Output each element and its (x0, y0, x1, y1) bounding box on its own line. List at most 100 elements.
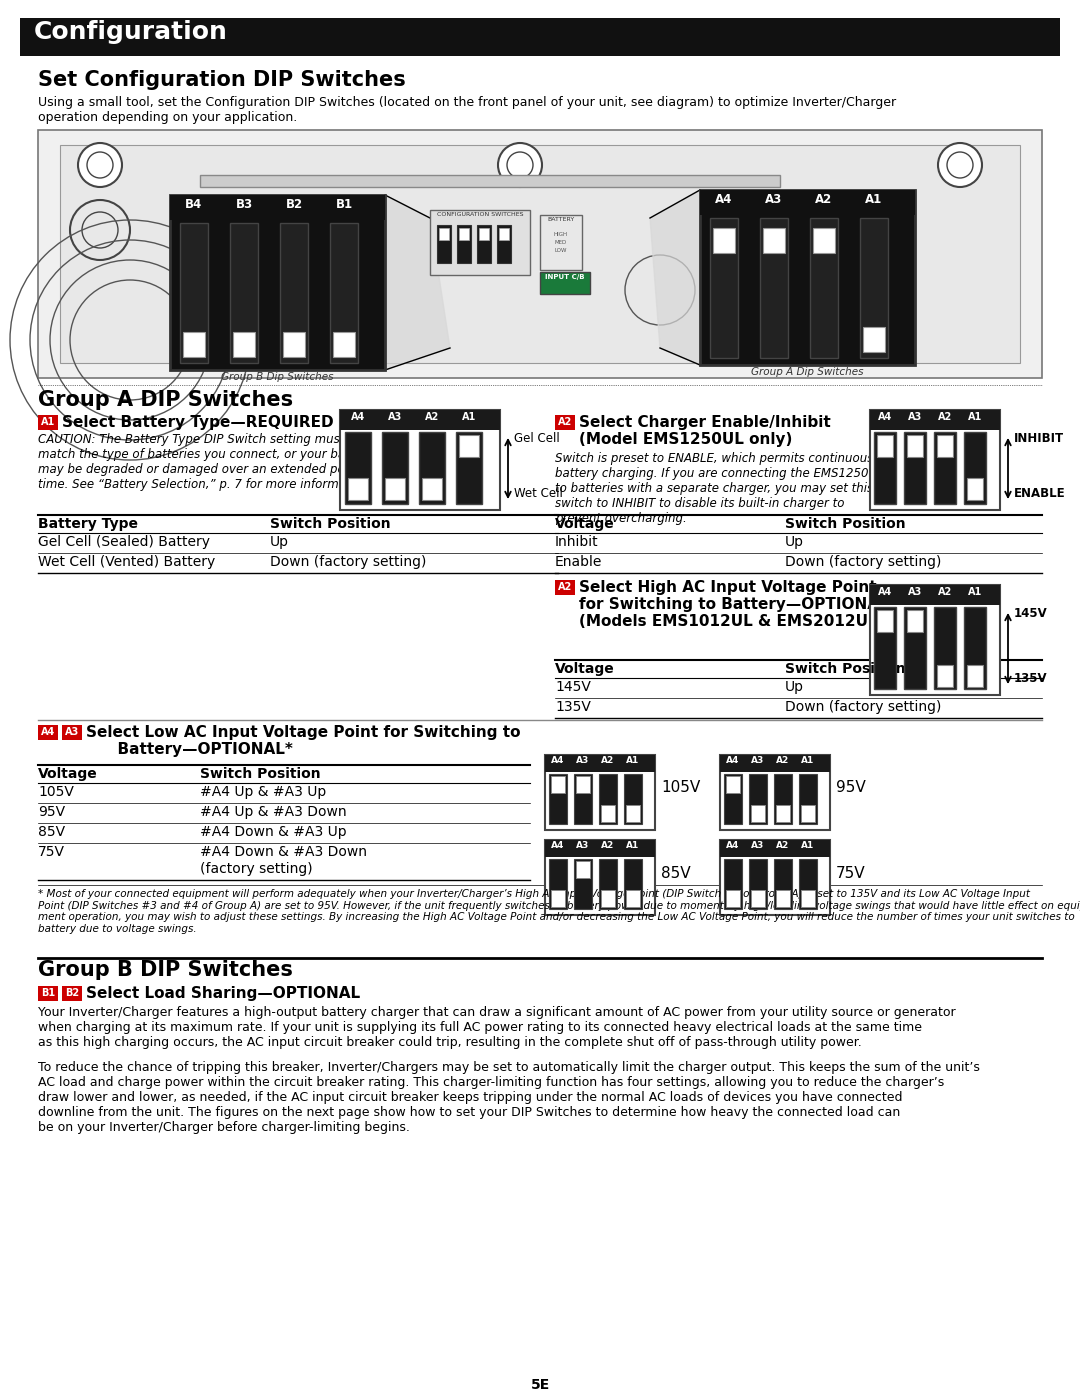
Bar (549, 774, 567, 824)
Text: A3: A3 (752, 756, 765, 766)
Bar (904, 432, 926, 504)
Bar (180, 224, 208, 363)
Bar (877, 610, 893, 631)
Bar (724, 859, 742, 909)
Bar (720, 754, 831, 830)
Text: To reduce the chance of tripping this breaker, Inverter/Chargers may be set to a: To reduce the chance of tripping this br… (38, 1060, 980, 1134)
Text: A1: A1 (865, 193, 882, 205)
Text: for Switching to Battery—OPTIONAL*: for Switching to Battery—OPTIONAL* (579, 597, 896, 612)
Text: 85V: 85V (38, 826, 65, 840)
Text: Voltage: Voltage (555, 662, 615, 676)
Bar (38, 725, 58, 740)
Text: 75V: 75V (836, 866, 866, 880)
Text: CAUTION: The Battery Type DIP Switch setting must
match the type of batteries yo: CAUTION: The Battery Type DIP Switch set… (38, 433, 383, 490)
Bar (967, 665, 983, 687)
Bar (38, 986, 58, 1002)
Bar (624, 859, 642, 909)
Text: A1: A1 (968, 587, 982, 597)
Bar (555, 415, 575, 430)
Bar (545, 754, 654, 830)
Bar (710, 218, 738, 358)
Text: Switch Position: Switch Position (785, 517, 906, 531)
Bar (38, 415, 58, 430)
Bar (751, 890, 765, 907)
Bar (874, 608, 896, 689)
Text: MED: MED (555, 240, 567, 244)
Bar (384, 478, 405, 500)
Bar (549, 859, 567, 909)
Text: Battery Type: Battery Type (38, 517, 138, 531)
Text: B1: B1 (41, 988, 55, 997)
Bar (700, 190, 915, 365)
Text: Up: Up (785, 535, 804, 549)
Text: B3: B3 (235, 198, 253, 211)
Text: A4: A4 (551, 841, 565, 849)
Text: INHIBIT: INHIBIT (1014, 432, 1064, 446)
Text: B2: B2 (285, 198, 302, 211)
Bar (937, 665, 953, 687)
Bar (422, 478, 442, 500)
Bar (545, 754, 654, 773)
Text: A1: A1 (801, 756, 814, 766)
Text: A2: A2 (424, 412, 440, 422)
Text: 135V: 135V (1014, 672, 1048, 685)
Bar (340, 409, 500, 510)
Text: * Most of your connected equipment will perform adequately when your Inverter/Ch: * Most of your connected equipment will … (38, 888, 1080, 933)
Bar (626, 890, 640, 907)
Bar (599, 859, 617, 909)
Bar (760, 218, 788, 358)
Bar (870, 585, 1000, 605)
Bar (810, 218, 838, 358)
Bar (934, 608, 956, 689)
Circle shape (498, 142, 542, 187)
Bar (801, 805, 815, 821)
Text: 145V: 145V (1014, 608, 1048, 620)
Text: A3: A3 (577, 841, 590, 849)
Bar (283, 332, 305, 358)
Bar (870, 585, 1000, 694)
Bar (904, 608, 926, 689)
Bar (438, 228, 449, 240)
Text: Switch Position: Switch Position (270, 517, 391, 531)
Text: (Model EMS1250UL only): (Model EMS1250UL only) (579, 432, 793, 447)
Text: Group A Dip Switches: Group A Dip Switches (751, 367, 863, 377)
Bar (964, 608, 986, 689)
Bar (774, 859, 792, 909)
Text: Select Load Sharing—OPTIONAL: Select Load Sharing—OPTIONAL (86, 986, 360, 1002)
Text: A4: A4 (878, 587, 892, 597)
Text: Select Low AC Input Voltage Point for Switching to: Select Low AC Input Voltage Point for Sw… (86, 725, 521, 740)
Text: #A4 Down & #A3 Down: #A4 Down & #A3 Down (200, 845, 367, 859)
Bar (183, 332, 205, 358)
Text: Set Configuration DIP Switches: Set Configuration DIP Switches (38, 70, 406, 89)
Bar (330, 224, 357, 363)
Text: Switch is preset to ENABLE, which permits continuous
battery charging. If you ar: Switch is preset to ENABLE, which permit… (555, 453, 883, 525)
Polygon shape (650, 190, 700, 365)
Bar (348, 478, 368, 500)
Bar (964, 432, 986, 504)
Text: B2: B2 (65, 988, 79, 997)
Text: A1: A1 (41, 416, 55, 427)
Text: A4: A4 (727, 841, 740, 849)
Text: A2: A2 (815, 193, 833, 205)
Bar (600, 890, 615, 907)
Text: 105V: 105V (38, 785, 73, 799)
Bar (870, 409, 1000, 510)
Bar (799, 859, 816, 909)
Bar (545, 840, 654, 915)
Bar (540, 272, 590, 293)
Bar (877, 434, 893, 457)
Bar (720, 840, 831, 856)
Text: A1: A1 (462, 412, 476, 422)
Bar (874, 432, 896, 504)
Bar (480, 228, 489, 240)
Text: Configuration: Configuration (33, 20, 228, 43)
Text: Down (factory setting): Down (factory setting) (785, 555, 942, 569)
Text: A3: A3 (577, 756, 590, 766)
Bar (576, 775, 590, 793)
Text: A2: A2 (777, 841, 789, 849)
Text: A4: A4 (551, 756, 565, 766)
Bar (801, 890, 815, 907)
Bar (38, 130, 1042, 379)
Text: INPUT C/B: INPUT C/B (545, 274, 584, 279)
Text: A4: A4 (715, 193, 732, 205)
